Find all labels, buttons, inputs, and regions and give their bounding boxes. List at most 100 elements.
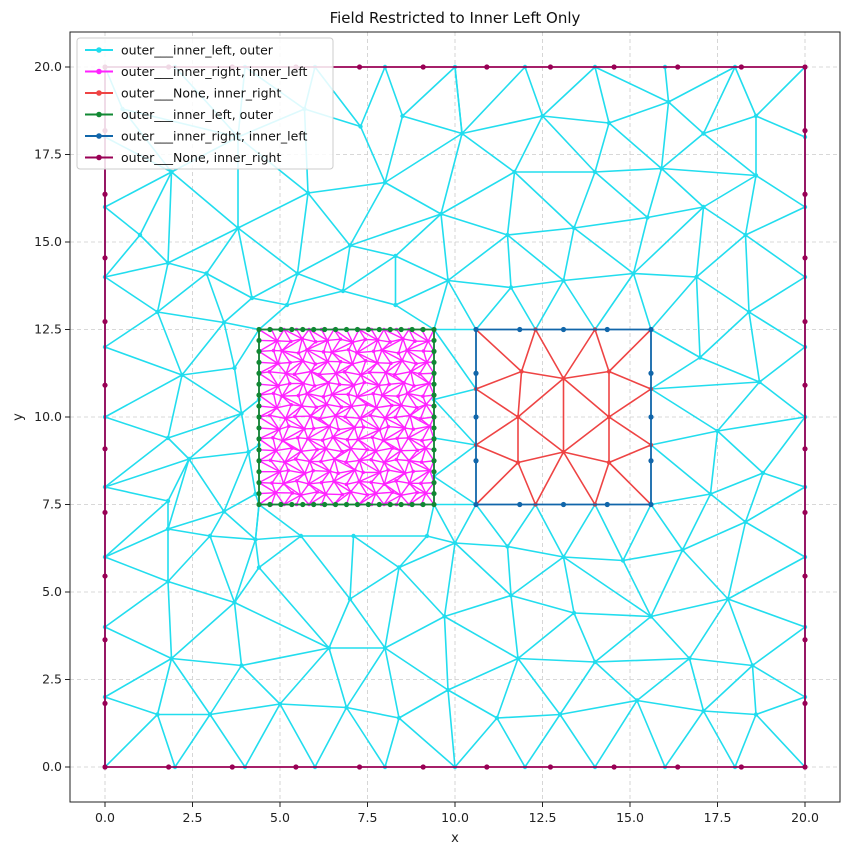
inner-left-mesh-edge xyxy=(331,393,352,408)
series-inner-left-boundary-marker xyxy=(420,501,426,508)
series-inner-right-boundary-marker xyxy=(648,458,654,464)
inner-left-mesh-edge xyxy=(277,373,287,387)
inner-left-mesh-edge xyxy=(335,363,353,375)
inner-left-mesh-edge xyxy=(376,349,383,364)
inner-right-mesh-edge xyxy=(562,416,610,453)
outer-mesh-node xyxy=(438,211,444,217)
inner-left-mesh-edge xyxy=(359,407,377,419)
outer-mesh-node xyxy=(571,225,577,231)
inner-left-mesh-node xyxy=(331,435,335,439)
outer-mesh-edge xyxy=(664,66,670,103)
inner-left-mesh-edge xyxy=(294,415,311,418)
inner-left-mesh-node xyxy=(289,339,293,344)
inner-left-mesh-node xyxy=(363,337,368,342)
inner-left-mesh-node xyxy=(383,416,388,420)
legend: outer___inner_left, outer outer___inner_r… xyxy=(76,37,334,170)
inner-left-mesh-edge xyxy=(271,482,284,485)
inner-left-mesh-edge xyxy=(258,438,277,452)
outer-mesh-edge xyxy=(209,535,257,541)
inner-left-mesh-edge xyxy=(258,385,279,396)
outer-mesh-edge xyxy=(223,451,250,513)
inner-left-mesh-edge xyxy=(335,361,342,374)
inner-left-mesh-edge xyxy=(295,329,303,340)
inner-left-mesh-edge xyxy=(258,428,280,440)
series-inner-left-boundary-marker xyxy=(398,326,404,333)
inner-left-mesh-node xyxy=(361,425,366,429)
outer-mesh-edge xyxy=(632,272,652,331)
outer-mesh-edge xyxy=(513,115,544,173)
inner-left-mesh-edge xyxy=(296,472,306,482)
series-inner-left-boundary-marker xyxy=(256,326,262,333)
inner-left-mesh-edge xyxy=(384,458,397,464)
inner-left-mesh-edge xyxy=(268,371,279,387)
inner-left-mesh-edge xyxy=(309,448,327,462)
inner-left-mesh-node xyxy=(343,415,347,419)
inner-right-mesh-edge xyxy=(608,370,652,390)
outer-mesh-edge xyxy=(443,615,519,660)
inner-left-mesh-edge xyxy=(358,460,364,473)
legend-label: outer___inner_right, inner_left xyxy=(121,64,308,79)
inner-left-mesh-edge xyxy=(371,481,385,485)
outer-mesh-node xyxy=(232,365,237,371)
outer-mesh-edge xyxy=(247,451,257,495)
inner-left-mesh-edge xyxy=(408,437,427,449)
outer-mesh-node xyxy=(137,232,143,238)
outer-mesh-edge xyxy=(433,398,477,446)
outer-mesh-edge xyxy=(398,542,456,569)
inner-left-mesh-edge xyxy=(409,415,415,430)
inner-left-mesh-edge xyxy=(300,438,309,452)
outer-mesh-edge xyxy=(650,381,761,390)
inner-left-mesh-node xyxy=(344,460,348,465)
outer-mesh-edge xyxy=(440,213,509,236)
inner-left-mesh-node xyxy=(405,391,410,396)
series-inner-left-boundary-marker xyxy=(256,447,262,453)
inner-left-mesh-edge xyxy=(383,494,402,506)
inner-left-mesh-edge xyxy=(377,339,383,351)
inner-left-mesh-edge xyxy=(331,341,353,353)
series-outer-boundary xyxy=(102,64,808,770)
series-inner-left-boundary-marker xyxy=(420,326,426,333)
inner-left-mesh-edge xyxy=(331,338,342,353)
outer-mesh-edge xyxy=(240,398,260,415)
inner-left-mesh-node xyxy=(384,370,388,375)
inner-left-mesh-edge xyxy=(363,426,380,431)
inner-left-mesh-node xyxy=(425,360,429,365)
inner-left-mesh-edge xyxy=(283,483,302,496)
inner-left-mesh-edge xyxy=(404,472,411,484)
outer-mesh-edge xyxy=(534,279,565,331)
inner-left-mesh-edge xyxy=(407,437,418,451)
outer-mesh-edge xyxy=(328,647,348,709)
outer-mesh-edge xyxy=(506,503,537,548)
outer-mesh-edge xyxy=(594,122,610,173)
inner-left-mesh-edge xyxy=(283,472,306,485)
outer-mesh-node xyxy=(505,232,510,238)
inner-left-mesh-edge xyxy=(408,447,427,462)
outer-mesh-edge xyxy=(104,262,169,278)
outer-mesh-node xyxy=(508,593,514,598)
inner-left-mesh-node xyxy=(267,370,272,374)
outer-mesh-edge xyxy=(398,689,449,719)
outer-mesh-node xyxy=(715,428,720,434)
outer-mesh-edge xyxy=(342,244,351,292)
outer-mesh-edge xyxy=(660,132,705,170)
outer-mesh-edge xyxy=(594,657,691,663)
series-inner-right-boundary-marker xyxy=(560,326,567,333)
inner-left-mesh-edge xyxy=(396,427,406,439)
outer-mesh-edge xyxy=(646,167,663,219)
outer-mesh-edge xyxy=(104,486,169,502)
outer-mesh-edge xyxy=(286,272,299,306)
inner-left-mesh-edge xyxy=(375,483,385,494)
outer-mesh-node xyxy=(634,698,640,703)
outer-mesh-edge xyxy=(751,664,757,716)
inner-left-mesh-node xyxy=(324,402,329,407)
outer-mesh-edge xyxy=(300,535,351,600)
outer-mesh-edge xyxy=(559,661,596,716)
inner-left-mesh-edge xyxy=(270,459,285,463)
outer-mesh-edge xyxy=(349,181,386,247)
inner-left-mesh-edge xyxy=(422,350,428,363)
inner-left-mesh-edge xyxy=(353,381,365,386)
inner-right-mesh-edge xyxy=(475,388,519,418)
inner-left-mesh-edge xyxy=(331,384,354,396)
inner-left-mesh-edge xyxy=(300,483,310,496)
series-inner-left-boundary-marker xyxy=(267,501,273,508)
